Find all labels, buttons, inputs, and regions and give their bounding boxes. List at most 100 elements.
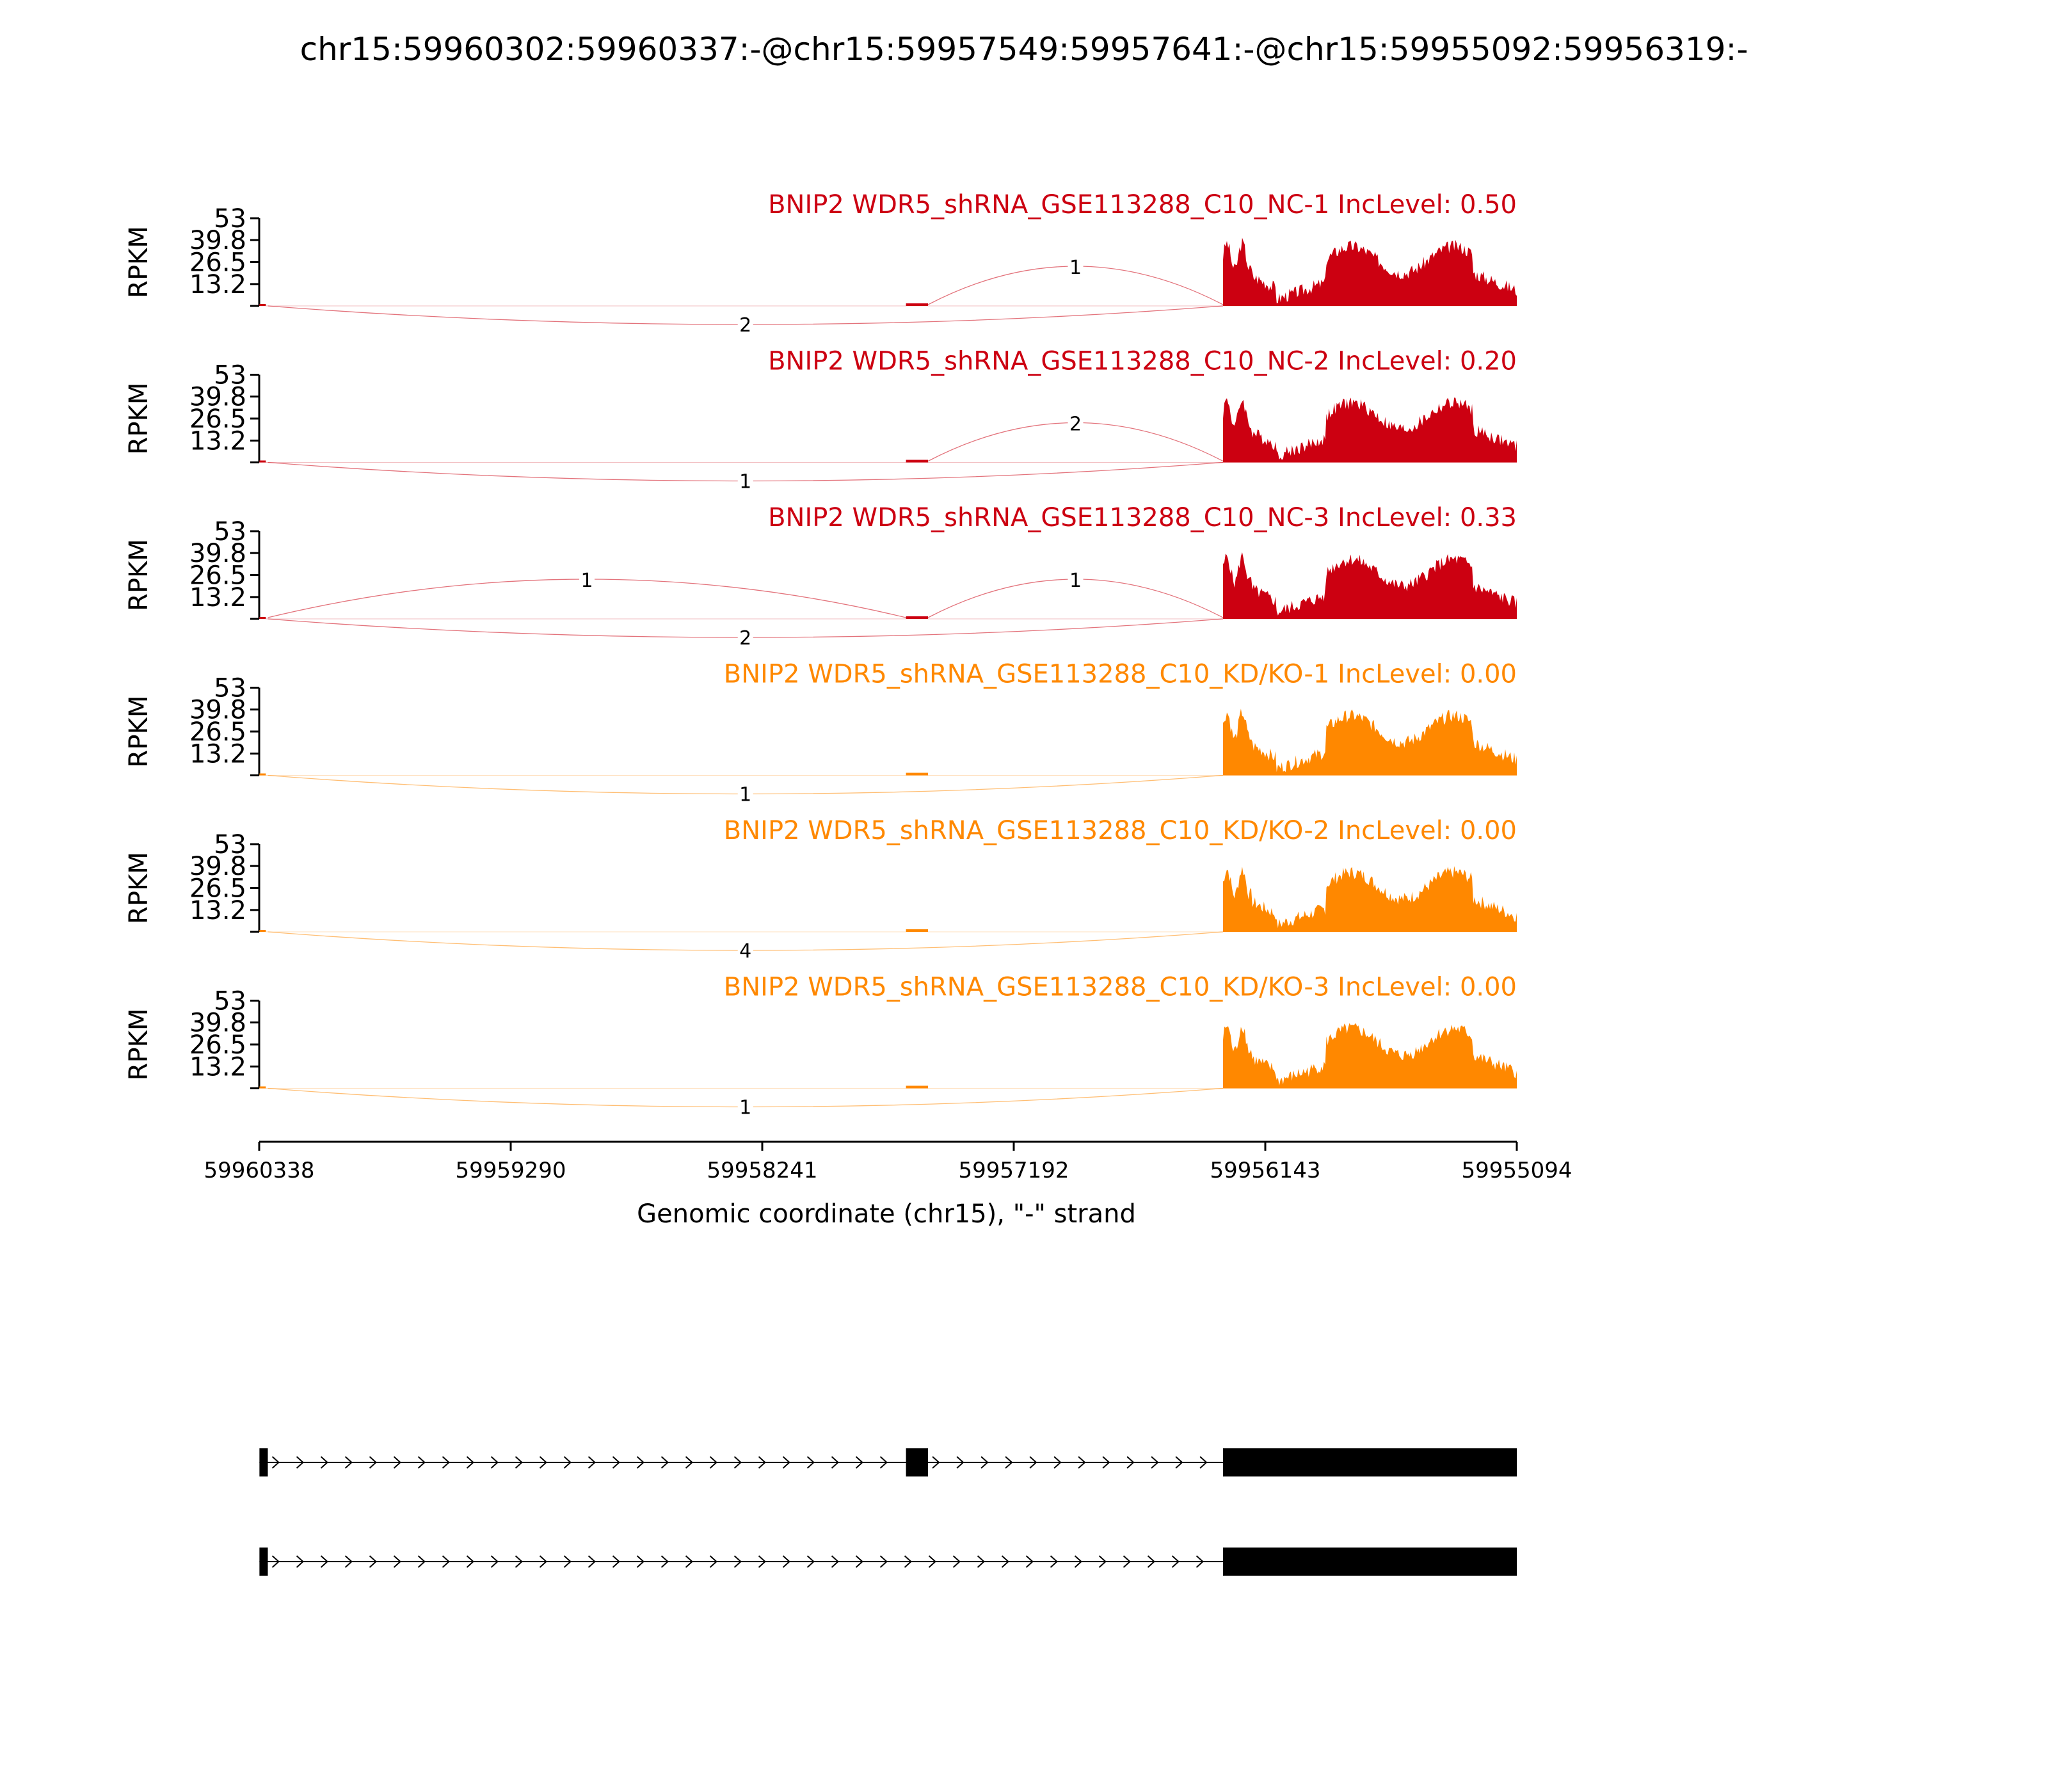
y-tick-label: 53 <box>214 204 246 234</box>
intron-arrow <box>320 1555 328 1568</box>
track-group: BNIP2 WDR5_shRNA_GSE113288_C10_NC-1 IncL… <box>124 190 1517 1119</box>
intron-arrow <box>782 1555 790 1568</box>
track: BNIP2 WDR5_shRNA_GSE113288_C10_KD/KO-2 I… <box>124 816 1517 963</box>
x-tick-label: 59956143 <box>1210 1158 1320 1183</box>
y-tick-label: 13.2 <box>189 739 246 769</box>
coverage-area <box>1222 397 1517 463</box>
exon-block <box>1222 1448 1517 1476</box>
junction-count: 1 <box>1069 570 1082 592</box>
gene-models <box>259 1448 1517 1576</box>
intron-arrow <box>1199 1456 1208 1469</box>
intron-arrow <box>271 1555 280 1568</box>
intron-arrow <box>442 1555 450 1568</box>
intron-arrow <box>320 1456 328 1469</box>
junction-count: 1 <box>739 471 751 493</box>
coverage-exon1 <box>259 1086 266 1089</box>
track: BNIP2 WDR5_shRNA_GSE113288_C10_NC-2 IncL… <box>124 347 1517 493</box>
y-tick-label: 53 <box>214 987 246 1016</box>
junction-count: 2 <box>1069 413 1082 436</box>
junction-label-bg <box>1068 256 1084 278</box>
intron-arrow <box>271 1456 280 1469</box>
intron-arrow <box>1053 1456 1062 1469</box>
coverage-exon2 <box>906 616 929 619</box>
y-tick-label: 13.2 <box>189 1052 246 1082</box>
coverage-area <box>1222 1023 1517 1089</box>
intron-arrow <box>782 1456 790 1469</box>
y-axis-label: RPKM <box>124 383 154 455</box>
intron-arrow <box>563 1555 572 1568</box>
y-tick-label: 39.8 <box>189 696 246 725</box>
intron-arrow <box>855 1555 863 1568</box>
intron-arrow <box>490 1456 499 1469</box>
intron-arrow <box>980 1456 989 1469</box>
intron-arrow <box>1074 1555 1082 1568</box>
y-tick-label: 26.5 <box>189 717 246 747</box>
intron-arrow <box>977 1555 985 1568</box>
y-tick-label: 53 <box>214 830 246 860</box>
coverage-exon2 <box>906 460 929 463</box>
intron-arrow <box>1102 1456 1110 1469</box>
junction-count: 1 <box>739 784 751 806</box>
intron-arrow <box>588 1555 596 1568</box>
intron-arrow <box>1001 1555 1009 1568</box>
junction-count: 2 <box>739 627 751 650</box>
intron-arrow <box>612 1456 620 1469</box>
intron-arrow <box>1175 1456 1183 1469</box>
intron-arrow <box>806 1456 815 1469</box>
intron-arrow <box>612 1555 620 1568</box>
y-tick-label: 39.8 <box>189 1009 246 1038</box>
track: BNIP2 WDR5_shRNA_GSE113288_C10_NC-3 IncL… <box>124 503 1517 650</box>
track-title: BNIP2 WDR5_shRNA_GSE113288_C10_NC-1 IncL… <box>768 190 1517 220</box>
coverage-exon1 <box>259 460 266 463</box>
junction-count: 2 <box>739 314 751 337</box>
y-tick-label: 53 <box>214 517 246 547</box>
y-tick-label: 13.2 <box>189 270 246 300</box>
intron-arrow <box>369 1555 377 1568</box>
track-title: BNIP2 WDR5_shRNA_GSE113288_C10_KD/KO-3 I… <box>724 973 1517 1002</box>
coverage-exon1 <box>259 773 266 776</box>
y-axis-label: RPKM <box>124 852 154 924</box>
intron-arrow <box>1098 1555 1107 1568</box>
intron-arrow <box>904 1555 912 1568</box>
y-axis-label: RPKM <box>124 539 154 611</box>
x-tick-label: 59960338 <box>204 1158 314 1183</box>
y-tick-label: 39.8 <box>189 383 246 412</box>
coverage-exon2 <box>906 772 929 776</box>
junction-label-bg <box>737 1096 753 1118</box>
intron-arrow <box>952 1555 961 1568</box>
y-tick-label: 53 <box>214 674 246 703</box>
intron-arrow <box>733 1456 742 1469</box>
junction-label-bg <box>737 783 753 805</box>
junction-label-bg <box>579 569 595 591</box>
intron-arrow <box>417 1456 426 1469</box>
junction-label-bg <box>737 627 753 648</box>
intron-arrow <box>490 1555 499 1568</box>
intron-arrow <box>636 1456 644 1469</box>
intron-arrow <box>1123 1555 1131 1568</box>
intron-arrow <box>660 1456 669 1469</box>
intron-arrow <box>296 1555 304 1568</box>
exon-block <box>259 1448 268 1476</box>
junction-count: 1 <box>739 1097 751 1119</box>
intron-arrow <box>515 1456 523 1469</box>
intron-arrow <box>344 1555 353 1568</box>
intron-arrow <box>296 1456 304 1469</box>
intron-arrow <box>563 1456 572 1469</box>
intron-arrow <box>539 1456 547 1469</box>
junction-count: 1 <box>580 570 593 592</box>
y-tick-label: 13.2 <box>189 896 246 925</box>
junction-label-bg <box>737 470 753 492</box>
y-tick-label: 53 <box>214 361 246 390</box>
x-axis-label: Genomic coordinate (chr15), "-" strand <box>637 1199 1136 1229</box>
y-tick-label: 39.8 <box>189 539 246 568</box>
track: BNIP2 WDR5_shRNA_GSE113288_C10_NC-1 IncL… <box>124 190 1517 337</box>
intron-arrow <box>758 1555 766 1568</box>
intron-arrow <box>879 1555 888 1568</box>
coverage-area <box>1222 552 1517 619</box>
coverage-exon1 <box>259 304 266 306</box>
intron-arrow <box>1151 1456 1159 1469</box>
junction-label-bg <box>1068 412 1084 435</box>
intron-arrow <box>831 1555 839 1568</box>
track-title: BNIP2 WDR5_shRNA_GSE113288_C10_KD/KO-2 I… <box>724 816 1517 845</box>
junction-count: 1 <box>1069 257 1082 279</box>
